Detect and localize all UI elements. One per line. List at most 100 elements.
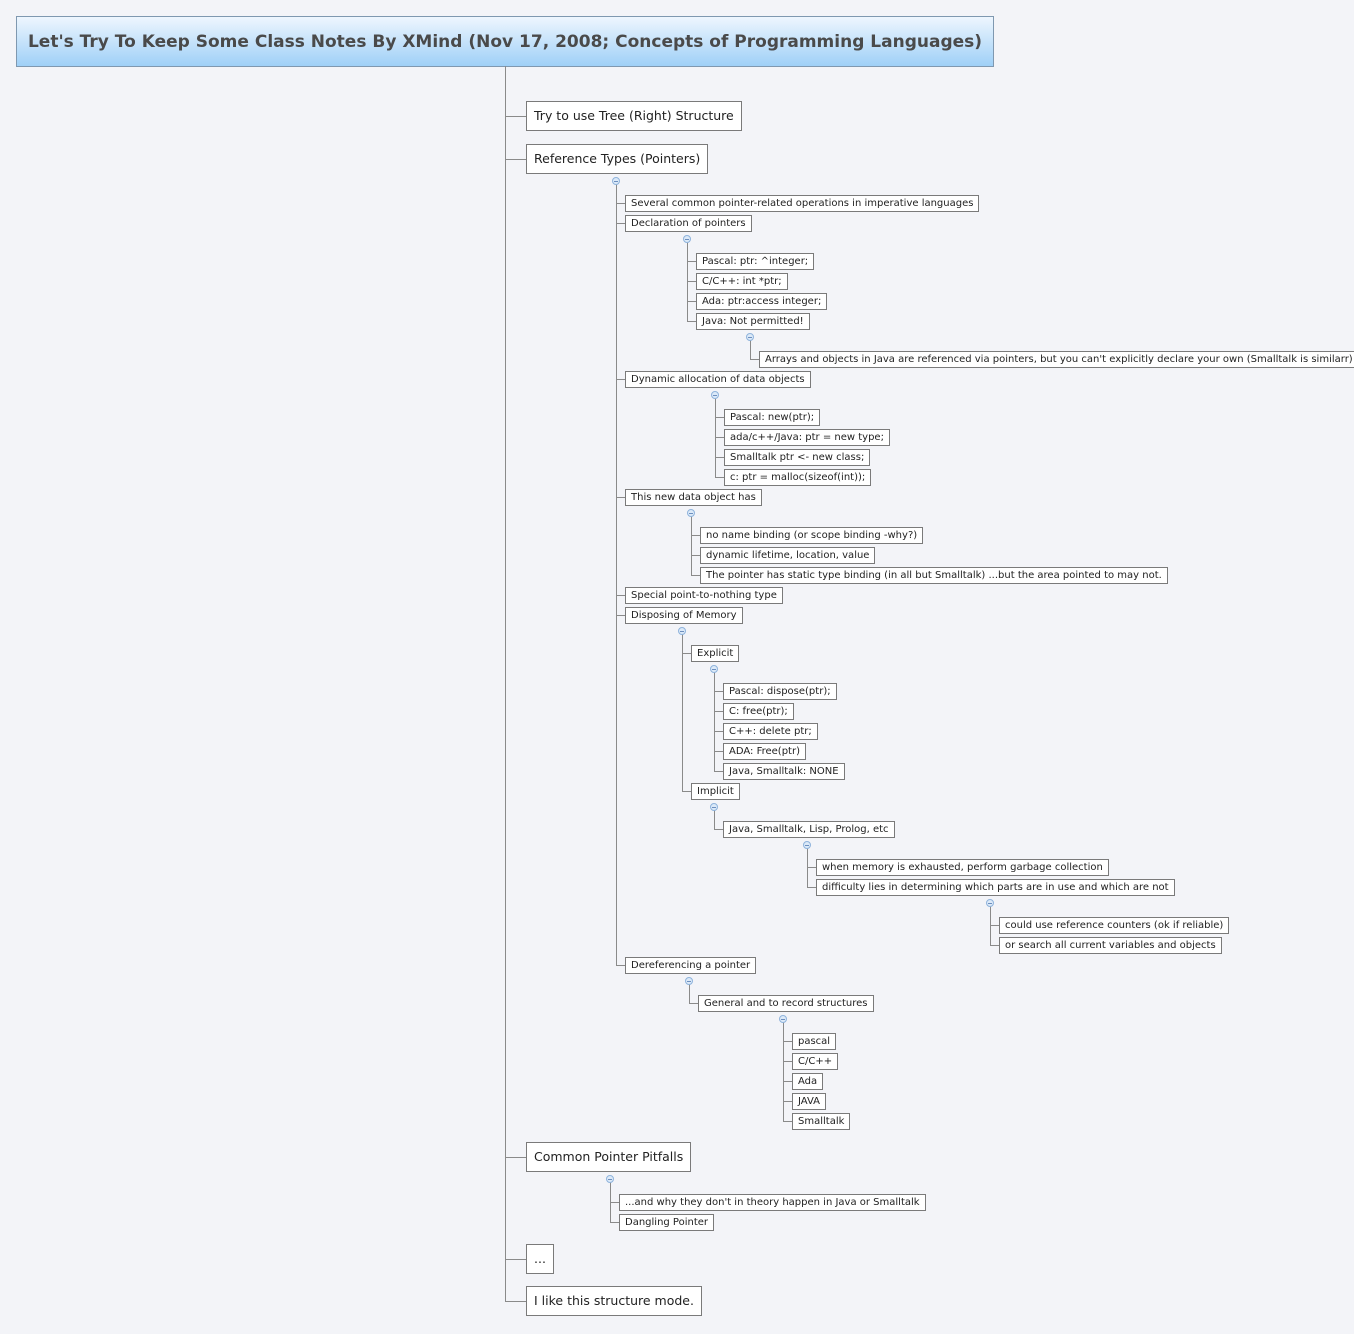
subtopic[interactable]: General and to record structures [698, 994, 874, 1012]
branch-line [689, 980, 690, 1004]
subtopic[interactable]: difficulty lies in determining which par… [816, 878, 1175, 896]
subtopic[interactable]: could use reference counters (ok if reli… [999, 916, 1230, 934]
subtopic[interactable]: JAVA [792, 1092, 827, 1110]
connector-line [990, 925, 999, 926]
collapse-toggle-icon[interactable] [779, 1014, 787, 1023]
collapse-toggle-icon[interactable] [687, 508, 695, 517]
collapse-toggle-icon[interactable] [678, 626, 686, 635]
collapse-toggle-icon[interactable] [710, 664, 718, 673]
subtopic[interactable]: Implicit [691, 782, 740, 800]
main-topic[interactable]: Reference Types (Pointers) [526, 144, 709, 174]
central-topic-label: Let's Try To Keep Some Class Notes By XM… [27, 31, 983, 52]
connector-line [714, 751, 723, 752]
connector-line [715, 437, 724, 438]
connector-line [783, 1121, 792, 1122]
collapse-toggle-icon[interactable] [683, 234, 691, 243]
subtopic[interactable]: Pascal: ptr: ^integer; [696, 252, 815, 270]
collapse-toggle-icon[interactable] [606, 1175, 614, 1183]
subtopic[interactable]: Java, Smalltalk: NONE [723, 762, 845, 780]
connector-line [990, 945, 999, 946]
connector-line [691, 575, 700, 576]
subtopic[interactable]: C/C++ [792, 1052, 839, 1070]
connector-line [715, 457, 724, 458]
subtopic[interactable]: Java, Smalltalk, Lisp, Prolog, etc [723, 820, 895, 838]
subtopic[interactable]: Declaration of pointers [625, 214, 752, 232]
subtopic[interactable]: This new data object has [625, 488, 762, 506]
subtopic[interactable]: ADA: Free(ptr) [723, 742, 806, 760]
connector-line [714, 829, 723, 830]
connector-line [783, 1081, 792, 1082]
subtopic[interactable]: c: ptr = malloc(sizeof(int)); [724, 468, 872, 486]
subtopic[interactable]: Dynamic allocation of data objects [625, 370, 811, 388]
central-topic[interactable]: Let's Try To Keep Some Class Notes By XM… [16, 16, 994, 67]
connector-line [691, 555, 700, 556]
connector-line [687, 281, 696, 282]
connector-line [807, 887, 816, 888]
subtopic[interactable]: Disposing of Memory [625, 606, 743, 624]
subtopic[interactable]: Several common pointer-related operation… [625, 194, 980, 212]
subtopic[interactable]: Ada: ptr:access integer; [696, 292, 828, 310]
connector-line [687, 261, 696, 262]
connector-line [783, 1061, 792, 1062]
connector-line [610, 1222, 619, 1223]
subtopic[interactable]: C++: delete ptr; [723, 722, 818, 740]
main-topic[interactable]: I like this structure mode. [526, 1286, 702, 1316]
subtopic[interactable]: Ada [792, 1072, 824, 1090]
subtopic[interactable]: Java: Not permitted! [696, 312, 810, 330]
subtopic[interactable]: no name binding (or scope binding -why?) [700, 526, 924, 544]
subtopic[interactable]: Smalltalk ptr <- new class; [724, 448, 871, 466]
collapse-toggle-icon[interactable] [711, 390, 719, 399]
connector-line [687, 301, 696, 302]
connector-line [616, 497, 625, 498]
subtopic[interactable]: ada/c++/Java: ptr = new type; [724, 428, 890, 446]
connector-line [687, 321, 696, 322]
connector-line [714, 711, 723, 712]
connector-line [505, 1157, 526, 1158]
connector-line [682, 653, 691, 654]
branch-line [610, 1179, 611, 1223]
subtopic[interactable]: Dangling Pointer [619, 1213, 715, 1231]
connector-line [616, 379, 625, 380]
connector-line [807, 867, 816, 868]
subtopic[interactable]: dynamic lifetime, location, value [700, 546, 876, 564]
subtopic[interactable]: Explicit [691, 644, 740, 662]
subtopic[interactable]: Smalltalk [792, 1112, 851, 1130]
subtopic[interactable]: or search all current variables and obje… [999, 936, 1222, 954]
connector-line [616, 615, 625, 616]
subtopic[interactable]: Pascal: new(ptr); [724, 408, 821, 426]
connector-line [505, 116, 526, 117]
subtopic[interactable]: ...and why they don't in theory happen i… [619, 1193, 926, 1211]
subtopic[interactable]: Arrays and objects in Java are reference… [759, 350, 1354, 368]
collapse-toggle-icon[interactable] [746, 332, 754, 341]
connector-line [682, 791, 691, 792]
branch-line [807, 844, 808, 888]
subtopic[interactable]: pascal [792, 1032, 837, 1050]
connector-line [616, 595, 625, 596]
main-topic[interactable]: Try to use Tree (Right) Structure [526, 101, 742, 131]
collapse-toggle-icon[interactable] [685, 976, 693, 985]
branch-line [714, 668, 715, 772]
subtopic[interactable]: C/C++: int *ptr; [696, 272, 788, 290]
branch-line [783, 1018, 784, 1122]
subtopic[interactable]: Pascal: dispose(ptr); [723, 682, 837, 700]
main-topic[interactable]: ... [526, 1244, 554, 1274]
collapse-toggle-icon[interactable] [612, 177, 620, 185]
connector-line [783, 1101, 792, 1102]
connector-line [689, 1003, 698, 1004]
connector-line [505, 1259, 526, 1260]
connector-line [715, 417, 724, 418]
collapse-toggle-icon[interactable] [710, 802, 718, 811]
subtopic[interactable]: when memory is exhausted, perform garbag… [816, 858, 1109, 876]
branch-line [687, 238, 688, 322]
connector-line [505, 1301, 526, 1302]
subtopic[interactable]: The pointer has static type binding (in … [700, 566, 1168, 584]
subtopic[interactable]: C: free(ptr); [723, 702, 794, 720]
collapse-toggle-icon[interactable] [986, 898, 994, 907]
branch-line [714, 806, 715, 830]
connector-line [714, 771, 723, 772]
main-topic[interactable]: Common Pointer Pitfalls [526, 1142, 692, 1172]
connector-line [610, 1202, 619, 1203]
subtopic[interactable]: Dereferencing a pointer [625, 956, 757, 974]
collapse-toggle-icon[interactable] [803, 840, 811, 849]
subtopic[interactable]: Special point-to-nothing type [625, 586, 783, 604]
